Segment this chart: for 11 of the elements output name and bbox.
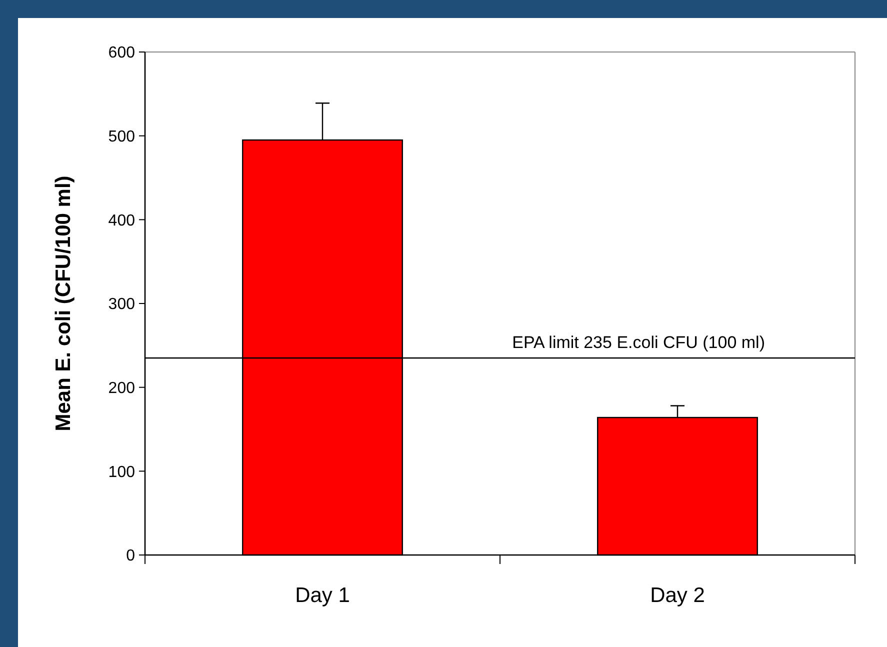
y-tick-label: 100 — [108, 464, 136, 481]
y-tick-label: 400 — [108, 212, 136, 230]
y-tick-label: 0 — [126, 548, 136, 565]
ref-line-label: EPA limit 235 E.coli CFU (100 ml) — [512, 332, 765, 352]
x-tick-label: Day 2 — [650, 584, 705, 607]
x-tick-label: Day 1 — [295, 584, 350, 607]
y-tick-label: 500 — [108, 128, 136, 146]
y-tick-label: 600 — [108, 44, 136, 62]
y-tick-label: 300 — [108, 296, 136, 314]
y-axis-title: Mean E. coli (CFU/100 ml) — [52, 176, 75, 432]
y-tick-label: 200 — [108, 380, 136, 397]
